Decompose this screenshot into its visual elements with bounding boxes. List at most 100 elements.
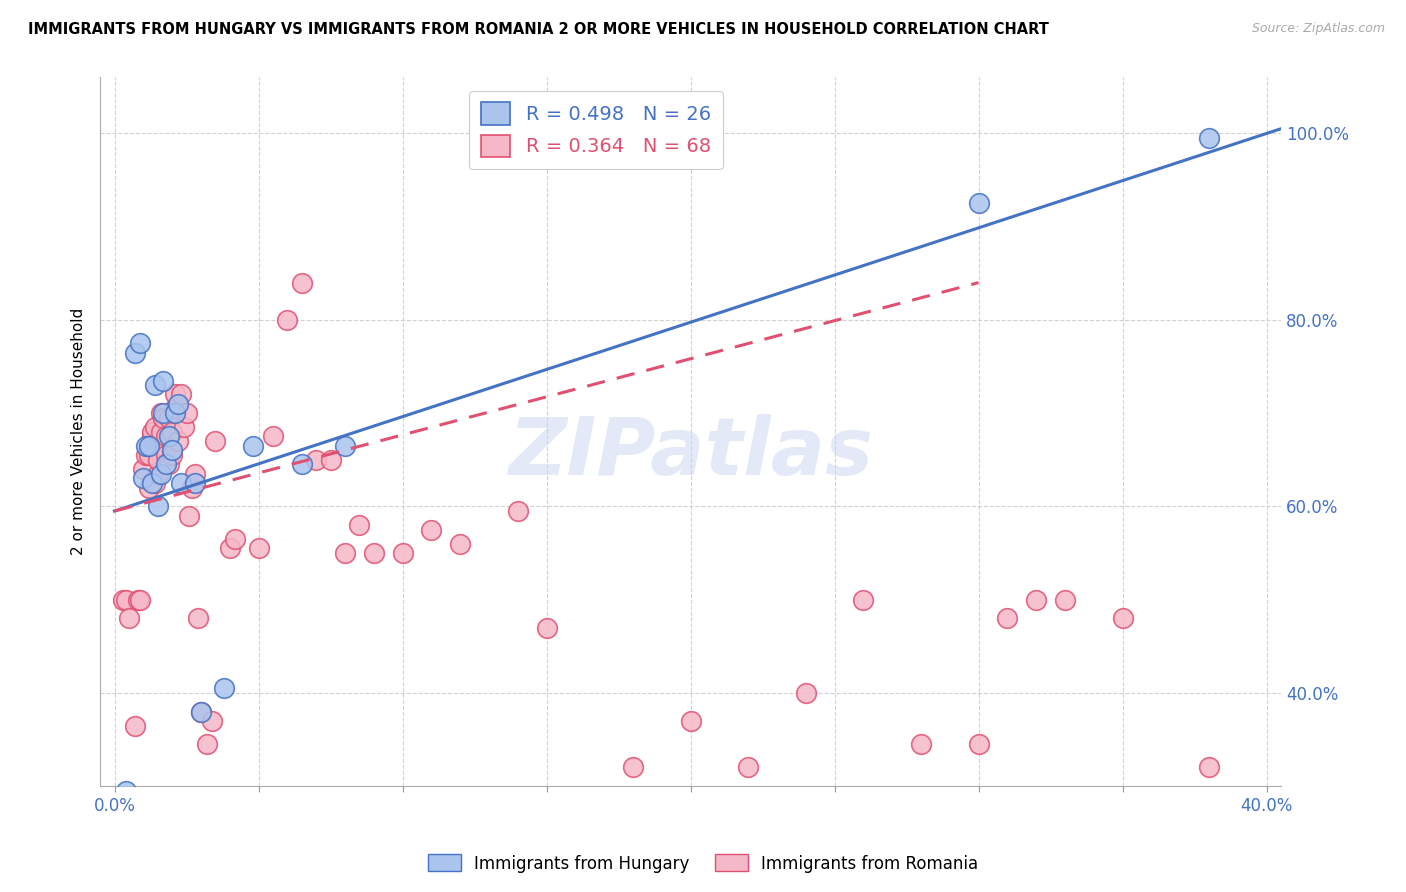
Point	[138, 448, 160, 462]
Point	[143, 420, 166, 434]
Point	[141, 425, 163, 439]
Point	[170, 476, 193, 491]
Point	[190, 705, 212, 719]
Point	[163, 406, 186, 420]
Point	[157, 429, 180, 443]
Point	[173, 420, 195, 434]
Point	[160, 443, 183, 458]
Point	[621, 760, 644, 774]
Point	[149, 425, 172, 439]
Point	[143, 476, 166, 491]
Point	[212, 681, 235, 696]
Point	[391, 546, 413, 560]
Point	[967, 737, 990, 751]
Point	[262, 429, 284, 443]
Point	[160, 448, 183, 462]
Point	[115, 592, 138, 607]
Point	[157, 458, 180, 472]
Point	[155, 458, 177, 472]
Point	[170, 387, 193, 401]
Legend: Immigrants from Hungary, Immigrants from Romania: Immigrants from Hungary, Immigrants from…	[420, 847, 986, 880]
Point	[132, 462, 155, 476]
Point	[115, 784, 138, 798]
Point	[224, 532, 246, 546]
Point	[155, 448, 177, 462]
Point	[149, 406, 172, 420]
Point	[181, 481, 204, 495]
Point	[204, 434, 226, 449]
Point	[319, 452, 342, 467]
Text: Source: ZipAtlas.com: Source: ZipAtlas.com	[1251, 22, 1385, 36]
Point	[218, 541, 240, 556]
Point	[112, 592, 135, 607]
Point	[242, 439, 264, 453]
Point	[118, 611, 141, 625]
Point	[132, 471, 155, 485]
Point	[167, 397, 190, 411]
Point	[201, 714, 224, 728]
Point	[167, 434, 190, 449]
Point	[138, 439, 160, 453]
Point	[794, 686, 817, 700]
Point	[333, 439, 356, 453]
Point	[195, 737, 218, 751]
Point	[1025, 592, 1047, 607]
Point	[247, 541, 270, 556]
Point	[1198, 131, 1220, 145]
Point	[852, 592, 875, 607]
Point	[141, 476, 163, 491]
Point	[995, 611, 1018, 625]
Point	[163, 401, 186, 416]
Point	[160, 425, 183, 439]
Text: ZIPatlas: ZIPatlas	[508, 414, 873, 492]
Point	[363, 546, 385, 560]
Legend: R = 0.498   N = 26, R = 0.364   N = 68: R = 0.498 N = 26, R = 0.364 N = 68	[470, 91, 723, 169]
Point	[291, 276, 314, 290]
Point	[305, 452, 328, 467]
Point	[152, 406, 174, 420]
Point	[536, 621, 558, 635]
Point	[291, 458, 314, 472]
Point	[276, 313, 298, 327]
Point	[187, 611, 209, 625]
Point	[163, 387, 186, 401]
Point	[135, 439, 157, 453]
Point	[127, 592, 149, 607]
Point	[179, 508, 201, 523]
Point	[176, 406, 198, 420]
Point	[149, 467, 172, 481]
Point	[190, 705, 212, 719]
Point	[967, 196, 990, 211]
Point	[155, 429, 177, 443]
Point	[184, 476, 207, 491]
Point	[135, 448, 157, 462]
Point	[143, 378, 166, 392]
Point	[146, 467, 169, 481]
Point	[449, 537, 471, 551]
Point	[349, 518, 371, 533]
Point	[184, 467, 207, 481]
Point	[146, 452, 169, 467]
Point	[138, 481, 160, 495]
Point	[506, 504, 529, 518]
Point	[152, 374, 174, 388]
Text: IMMIGRANTS FROM HUNGARY VS IMMIGRANTS FROM ROMANIA 2 OR MORE VEHICLES IN HOUSEHO: IMMIGRANTS FROM HUNGARY VS IMMIGRANTS FR…	[28, 22, 1049, 37]
Point	[152, 439, 174, 453]
Point	[124, 345, 146, 359]
Point	[679, 714, 702, 728]
Point	[152, 410, 174, 425]
Point	[141, 429, 163, 443]
Point	[1111, 611, 1133, 625]
Point	[737, 760, 759, 774]
Point	[333, 546, 356, 560]
Point	[1198, 760, 1220, 774]
Point	[146, 500, 169, 514]
Point	[124, 718, 146, 732]
Point	[1053, 592, 1076, 607]
Point	[420, 523, 443, 537]
Point	[129, 592, 152, 607]
Point	[129, 336, 152, 351]
Y-axis label: 2 or more Vehicles in Household: 2 or more Vehicles in Household	[72, 308, 86, 556]
Point	[157, 410, 180, 425]
Point	[910, 737, 932, 751]
